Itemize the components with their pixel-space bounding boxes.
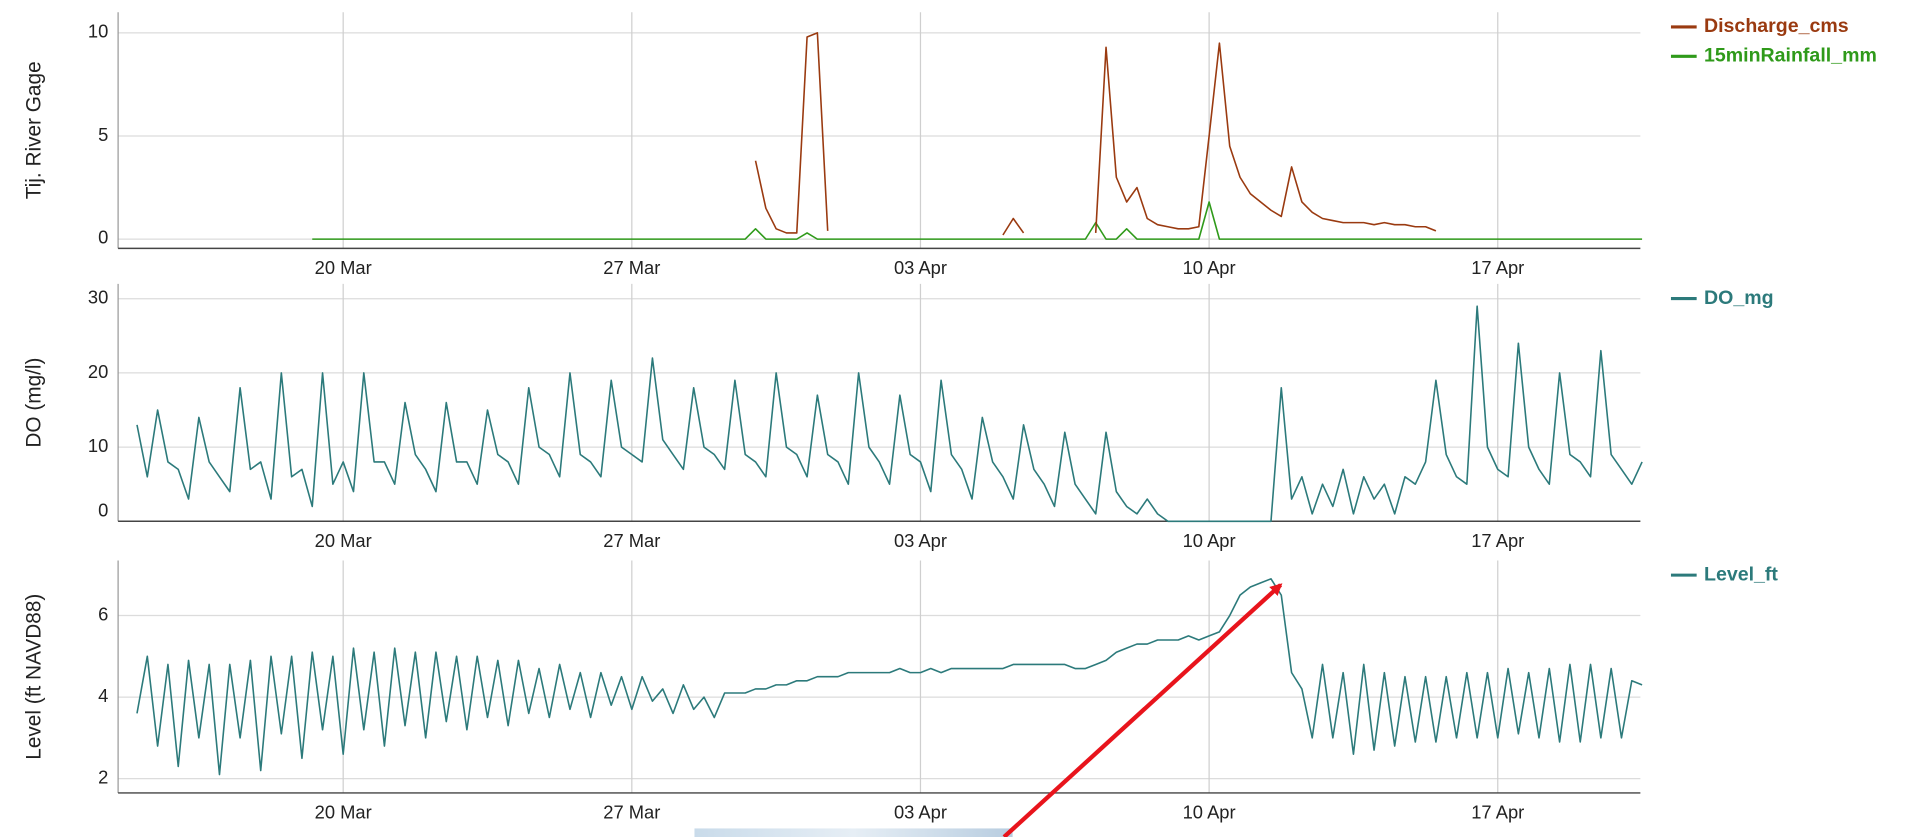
- y-tick-label: 4: [98, 685, 108, 706]
- y-tick-label: 10: [88, 21, 108, 42]
- page: {"chart_data": [ {"type": "line", "ylabe…: [0, 0, 1920, 837]
- data-line: [137, 579, 1642, 775]
- x-tick-label: 10 Apr: [1183, 530, 1236, 551]
- x-tick-label: 03 Apr: [894, 802, 947, 823]
- x-tick-label: 10 Apr: [1183, 802, 1236, 823]
- x-tick-label: 20 Mar: [315, 802, 372, 823]
- y-tick-label: 5: [98, 124, 108, 145]
- x-tick-label: 17 Apr: [1471, 257, 1524, 278]
- chart: 20 Mar 27 Mar 03 Apr 10 Apr 17 Apr 0 5 10 Tij. R…: [0, 0, 1920, 837]
- x-tick-label: 03 Apr: [894, 530, 947, 551]
- annotation-arrow: [1004, 585, 1281, 837]
- y-tick-label: 2: [98, 767, 108, 788]
- data-line: [137, 306, 1642, 521]
- y-tick-label: 30: [88, 287, 108, 308]
- legend-label: DO_mg: [1704, 287, 1774, 309]
- y-tick-label: 6: [98, 603, 108, 624]
- x-tick-label: 10 Apr: [1183, 257, 1236, 278]
- x-tick-label: 20 Mar: [315, 257, 372, 278]
- data-line: [756, 33, 1436, 235]
- x-tick-label: 17 Apr: [1471, 802, 1524, 823]
- y-tick-label: 20: [88, 361, 108, 382]
- y-tick-label: 0: [98, 499, 108, 520]
- legend-label: Level_ft: [1704, 563, 1778, 585]
- y-tick-label: 0: [98, 226, 108, 247]
- x-tick-label: 27 Mar: [603, 257, 660, 278]
- photo-thumbnail: [694, 828, 1012, 837]
- x-tick-label: 03 Apr: [894, 257, 947, 278]
- legend-label: Discharge_cms: [1704, 15, 1849, 37]
- x-tick-label: 27 Mar: [603, 530, 660, 551]
- data-line: [312, 202, 1642, 239]
- x-tick-label: 20 Mar: [315, 530, 372, 551]
- y-tick-label: 10: [88, 435, 108, 456]
- panels: 20 Mar 27 Mar 03 Apr 10 Apr 17 Apr 0 5 10 Tij. R…: [22, 12, 1876, 822]
- legend-label: 15minRainfall_mm: [1704, 44, 1877, 66]
- x-tick-label: 17 Apr: [1471, 530, 1524, 551]
- y-axis-title: DO (mg/l): [22, 358, 45, 448]
- x-tick-label: 27 Mar: [603, 802, 660, 823]
- y-axis-title: Level (ft NAVD88): [22, 594, 45, 760]
- y-axis-title: Tij. River Gage: [22, 61, 45, 199]
